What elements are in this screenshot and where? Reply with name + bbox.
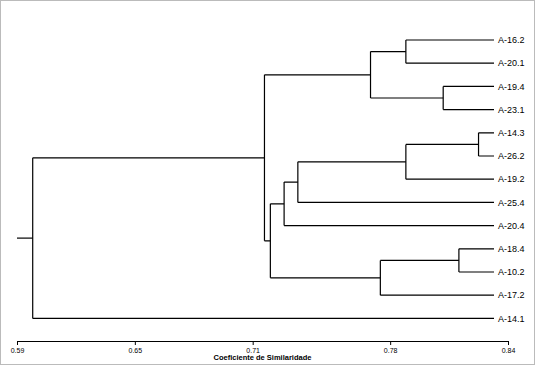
branch — [406, 144, 494, 179]
leaf-label: A-14.1 — [498, 314, 525, 324]
tick-mark — [135, 341, 136, 345]
branch — [380, 260, 494, 295]
branches — [17, 40, 494, 318]
axis-line — [18, 342, 509, 346]
branch — [298, 162, 494, 203]
leaf-label: A-20.1 — [498, 58, 525, 68]
branch — [459, 249, 494, 272]
leaf-label: A-20.4 — [498, 221, 525, 231]
chart: A-16.2 A-20.1 A-19.4 A-23.1 A-14.3 A-26.2 A-19… — [0, 0, 535, 365]
leaf-label: A-16.2 — [498, 35, 525, 45]
leaf-label: A-14.3 — [498, 128, 525, 138]
tick: 0.78 — [384, 341, 398, 354]
branch — [479, 133, 494, 156]
leaf-label: A-19.2 — [498, 174, 525, 184]
tick-label: 0.59 — [11, 347, 25, 354]
tick-label: 0.84 — [502, 347, 516, 354]
leaf-label: A-17.2 — [498, 290, 525, 300]
tick-label: 0.65 — [129, 347, 143, 354]
frame — [1, 1, 535, 365]
branch — [371, 52, 444, 98]
tick-mark — [17, 341, 18, 345]
leaf-label: A-25.4 — [498, 198, 525, 208]
branch — [270, 204, 380, 278]
tick: 0.84 — [502, 341, 516, 354]
tick-mark — [508, 341, 509, 345]
leaf-label: A-19.4 — [498, 82, 525, 92]
root-stem — [17, 238, 33, 239]
leaf-labels: A-16.2 A-20.1 A-19.4 A-23.1 A-14.3 A-26.2 A-19… — [498, 35, 525, 323]
branch — [33, 158, 494, 319]
tick: 0.59 — [11, 341, 25, 354]
tick: 0.65 — [129, 341, 143, 354]
tick-label: 0.78 — [384, 347, 398, 354]
leaf-label: A-23.1 — [498, 105, 525, 115]
branch — [406, 40, 494, 63]
tick-mark — [390, 341, 391, 345]
leaf-label: A-26.2 — [498, 151, 525, 161]
branch — [284, 182, 494, 226]
branch — [264, 75, 370, 241]
leaf-label: A-10.2 — [498, 267, 525, 277]
branch — [443, 86, 494, 109]
x-axis-title: Coeficiente de Similaridade — [214, 353, 312, 362]
tick-mark — [253, 341, 254, 345]
leaf-label: A-18.4 — [498, 244, 525, 254]
